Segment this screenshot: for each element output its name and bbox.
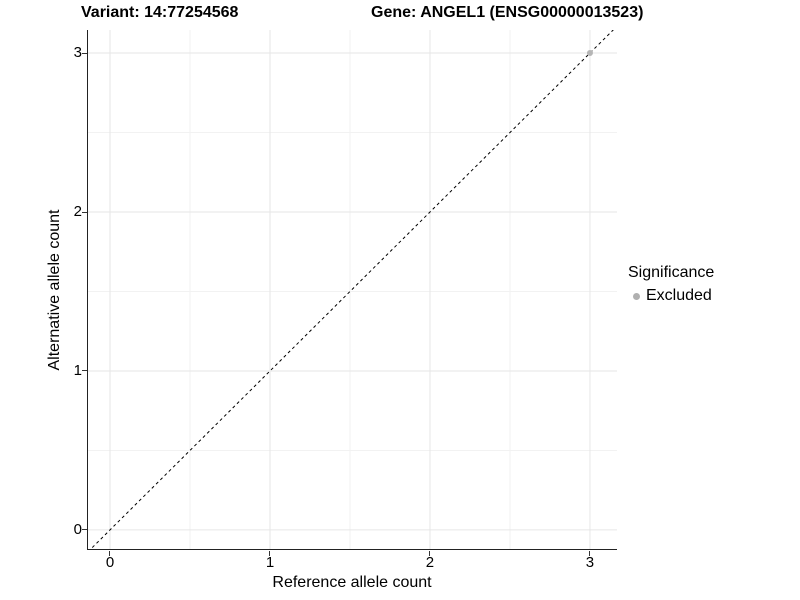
y-tick-mark [81, 370, 87, 372]
data-point-excluded [586, 50, 593, 57]
legend-key-dot [633, 292, 640, 300]
x-tick-mark [269, 550, 271, 556]
plot-panel [86, 30, 617, 550]
y-tick-label: 1 [73, 361, 82, 379]
legend-title: Significance [628, 264, 715, 281]
x-tick-label: 0 [105, 554, 115, 571]
x-tick-label: 1 [265, 554, 275, 571]
plot-title-variant: Variant: 14:77254568 [81, 4, 239, 21]
x-tick-mark [109, 550, 111, 556]
x-tick-mark [429, 550, 431, 556]
x-tick-label: 3 [585, 554, 595, 571]
x-tick-mark [589, 550, 591, 556]
plot-title-gene: Gene: ANGEL1 (ENSG00000013523) [371, 4, 644, 21]
legend: Significance Excluded [628, 263, 714, 305]
plot-area [87, 30, 617, 549]
y-tick-mark [81, 529, 87, 531]
y-tick-mark [81, 211, 87, 213]
x-axis-label: Reference allele count [272, 574, 432, 591]
y-axis-label: Alternative allele count [46, 209, 63, 371]
identity-line [89, 30, 614, 549]
x-tick-label: 2 [425, 554, 435, 571]
legend-item-excluded: Excluded [628, 287, 714, 305]
y-tick-label: 0 [73, 520, 82, 538]
y-tick-label: 3 [73, 44, 82, 62]
y-tick-label: 2 [73, 203, 82, 220]
legend-item-label: Excluded [646, 287, 712, 304]
y-tick-mark [81, 52, 87, 54]
